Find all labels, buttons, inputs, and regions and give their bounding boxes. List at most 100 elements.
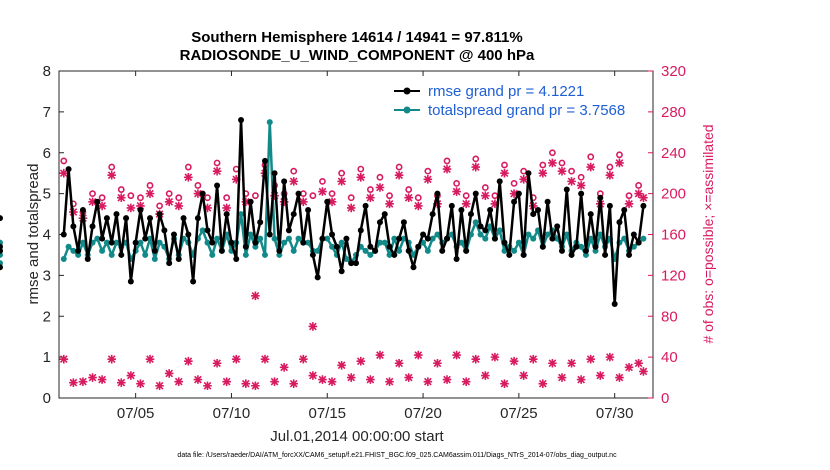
obs-assimilated-marker (404, 193, 413, 203)
rmse-point (472, 190, 479, 197)
rmse-point (147, 215, 154, 222)
obs-assimilated-marker (500, 168, 509, 178)
rmse-point (463, 247, 470, 254)
obs-possible-marker (309, 192, 317, 200)
obs-assimilated-marker (126, 203, 136, 213)
totalspread-point (482, 235, 489, 242)
y-tick-label: 2 (43, 308, 51, 325)
rmse-point (309, 251, 316, 258)
totalspread-point (530, 235, 537, 242)
rmse-point (362, 202, 369, 209)
rmse-point (396, 235, 403, 242)
obs-assimilated-marker (576, 375, 586, 384)
rmse-point (592, 243, 599, 250)
totalspread-point (94, 235, 101, 242)
obs-assimilated-marker (145, 189, 155, 198)
obs-possible-marker (405, 186, 413, 193)
obs-assimilated-marker (308, 371, 318, 380)
obs-assimilated-marker (442, 375, 452, 384)
legend-spread-marker (403, 106, 411, 114)
obs-assimilated-marker (222, 203, 231, 213)
rmse-point (60, 231, 67, 238)
obs-assimilated-marker (423, 377, 433, 386)
rmse-point (65, 166, 72, 173)
totalspread-point (324, 235, 331, 242)
rmse-point (429, 211, 436, 218)
obs-possible-marker (127, 192, 135, 200)
obs-assimilated-marker (136, 201, 145, 211)
totalspread-point (329, 243, 336, 250)
obs-assimilated-marker (471, 354, 481, 364)
obs-assimilated-marker (260, 354, 270, 364)
rmse-point (568, 251, 575, 258)
rmse-point (204, 227, 211, 234)
obs-assimilated-marker (116, 193, 126, 203)
y-right-tick-label: 240 (661, 145, 686, 162)
rmse-point (247, 198, 254, 205)
rmse-point (391, 251, 398, 258)
rmse-point (453, 256, 460, 263)
obs-assimilated-marker (639, 367, 648, 376)
obs-assimilated-marker (327, 197, 337, 207)
rmse-point (424, 235, 431, 242)
obs-assimilated-marker (279, 363, 289, 372)
rmse-point (194, 215, 201, 222)
obs-assimilated-marker (318, 375, 327, 384)
rmse-point (506, 251, 513, 258)
obs-possible-marker (117, 186, 125, 193)
rmse-point (166, 260, 173, 267)
obs-possible-marker (184, 163, 192, 171)
rmse-point (520, 251, 527, 258)
totalspread-point (214, 235, 221, 242)
obs-assimilated-marker (375, 183, 385, 192)
rmse-point (0, 243, 3, 250)
obs-possible-marker (223, 194, 231, 202)
obs-assimilated-marker (164, 197, 174, 207)
obs-assimilated-marker (299, 354, 308, 364)
rmse-point (319, 235, 326, 242)
obs-assimilated-marker (490, 352, 500, 362)
obs-assimilated-marker (59, 354, 69, 364)
rmse-point (530, 211, 537, 218)
obs-assimilated-marker (231, 175, 241, 184)
rmse-point (558, 247, 565, 254)
rmse-point (75, 247, 82, 254)
obs-assimilated-marker (97, 375, 107, 384)
obs-possible-marker (347, 194, 355, 202)
rmse-point (209, 239, 216, 246)
y-tick-label: 0 (43, 390, 51, 407)
obs-assimilated-marker (490, 199, 500, 209)
rmse-point (79, 206, 86, 213)
obs-assimilated-marker (251, 291, 260, 301)
obs-assimilated-marker (337, 177, 346, 186)
obs-possible-marker (539, 161, 547, 169)
rmse-point (103, 215, 110, 222)
obs-assimilated-marker (567, 177, 576, 186)
obs-possible-marker (616, 151, 623, 159)
obs-assimilated-marker (212, 166, 222, 176)
obs-possible-marker (510, 180, 518, 187)
rmse-point (156, 211, 163, 218)
obs-assimilated-marker (624, 199, 634, 209)
totalspread-point (496, 227, 503, 234)
obs-assimilated-marker (88, 373, 97, 382)
obs-assimilated-marker (548, 158, 557, 168)
rmse-point (276, 247, 283, 254)
rmse-point (367, 243, 374, 250)
rmse-point (511, 198, 518, 205)
rmse-point (338, 268, 345, 275)
rmse-point (434, 190, 441, 197)
rmse-point (348, 260, 355, 267)
rmse-point (185, 231, 192, 238)
rmse-point (626, 251, 633, 258)
obs-possible-marker (558, 159, 566, 167)
obs-possible-marker (319, 177, 326, 185)
totalspread-point (477, 231, 484, 238)
totalspread-point (290, 247, 297, 254)
y-right-tick-label: 320 (661, 63, 686, 80)
obs-assimilated-marker (375, 350, 385, 360)
rmse-point (582, 247, 589, 254)
totalspread-point (597, 231, 604, 238)
rmse-point (223, 211, 230, 218)
x-axis-ticks: 07/05 07/10 07/15 07/20 07/25 07/30 (117, 71, 633, 422)
